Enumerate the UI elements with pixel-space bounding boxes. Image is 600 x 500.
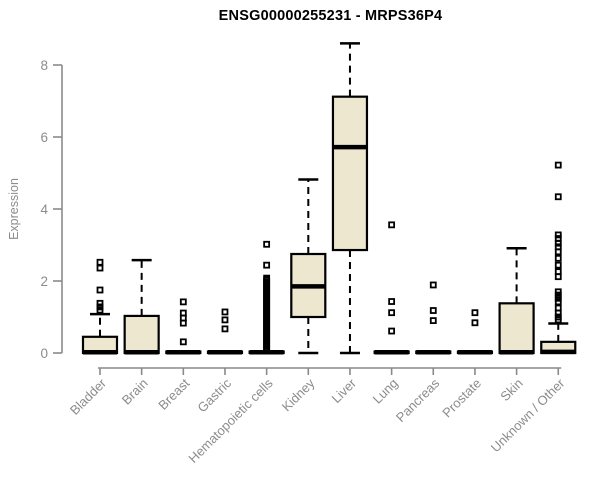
outlier-point xyxy=(471,309,479,317)
x-tick-label: Bladder xyxy=(67,375,110,418)
outlier-point xyxy=(554,243,562,251)
outlier-point xyxy=(96,258,104,266)
chart-title: ENSG00000255231 - MRPS36P4 xyxy=(218,8,443,24)
x-tick-label: Gastric xyxy=(194,375,234,415)
outlier-point xyxy=(554,261,562,269)
outlier-point xyxy=(554,304,562,312)
outlier-point xyxy=(388,309,396,317)
x-tick-label: Brain xyxy=(119,376,151,408)
x-tick-label: Skin xyxy=(497,376,525,404)
outlier-point xyxy=(221,325,229,333)
outlier-point xyxy=(471,319,479,327)
x-tick-label: Prostate xyxy=(439,376,484,421)
outlier-point xyxy=(429,281,437,289)
x-tick-label: Unknown / Other xyxy=(488,375,568,455)
x-tick-label: Liver xyxy=(329,375,360,406)
y-tick-label: 2 xyxy=(40,274,48,289)
outlier-point xyxy=(388,327,396,335)
outlier-point xyxy=(429,317,437,325)
outlier-point xyxy=(221,316,229,324)
outlier-point xyxy=(263,261,271,269)
y-axis-title: Expression xyxy=(7,178,21,240)
outlier-point xyxy=(96,299,104,307)
outlier-point xyxy=(388,298,396,305)
outlier-point xyxy=(554,298,562,306)
outlier-point xyxy=(221,308,229,316)
x-tick-label: Kidney xyxy=(279,375,318,414)
outlier-point xyxy=(554,254,562,262)
outlier-point xyxy=(179,309,187,317)
y-tick-label: 6 xyxy=(40,130,48,145)
outlier-point xyxy=(554,193,562,201)
outlier-point xyxy=(96,264,104,272)
outlier-point xyxy=(179,298,187,306)
box-iqr xyxy=(331,95,369,252)
x-tick-label: Breast xyxy=(155,375,192,412)
outlier-point xyxy=(554,288,562,296)
x-tick-label: Lung xyxy=(370,376,401,407)
outlier-point xyxy=(554,231,562,239)
x-tick-label: Pancreas xyxy=(393,375,443,425)
outlier-point xyxy=(554,161,562,169)
outlier-point xyxy=(554,313,562,321)
outlier-point xyxy=(263,240,271,248)
outlier-point xyxy=(429,307,437,314)
y-tick-label: 8 xyxy=(40,58,48,73)
box-iqr xyxy=(498,302,535,355)
outlier-point xyxy=(179,338,187,346)
outlier-point xyxy=(554,235,562,242)
outlier-point xyxy=(388,221,396,229)
outlier-point xyxy=(554,268,562,276)
outlier-point xyxy=(96,286,104,294)
box-iqr xyxy=(123,314,160,355)
outlier-point xyxy=(96,303,104,311)
outlier-point xyxy=(263,274,271,282)
y-tick-label: 0 xyxy=(40,346,48,361)
y-tick-label: 4 xyxy=(40,202,48,217)
